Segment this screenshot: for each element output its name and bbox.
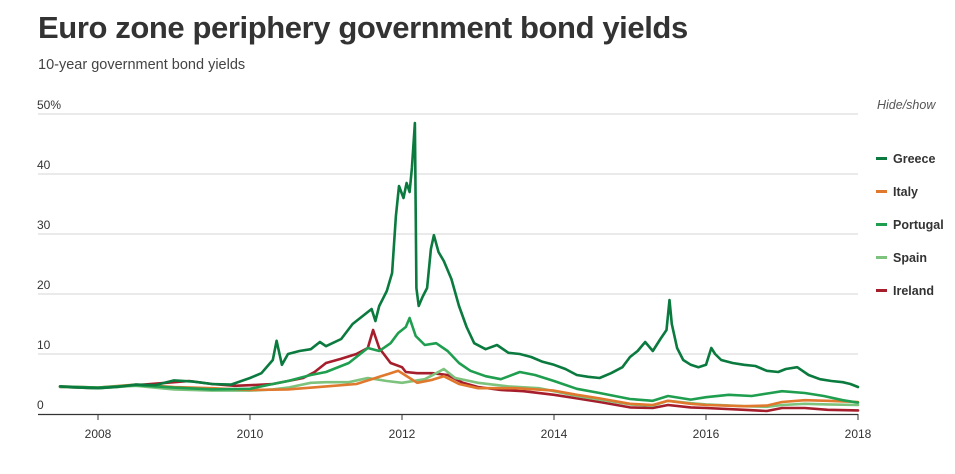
series-line-greece (58, 121, 860, 390)
y-tick-label: 10 (37, 338, 51, 352)
legend-label-greece: Greece (893, 151, 936, 166)
legend-item-portugal[interactable]: Portugal (876, 208, 944, 241)
series-line-italy (58, 369, 860, 408)
legend-label-ireland: Ireland (893, 283, 934, 298)
series-line-portugal (58, 316, 860, 404)
gridlines (38, 113, 858, 355)
y-tick-label: 40 (37, 158, 51, 172)
series-lines (58, 121, 860, 413)
legend-item-greece[interactable]: Greece (876, 142, 944, 175)
chart-title: Euro zone periphery government bond yiel… (38, 10, 688, 45)
legend-label-spain: Spain (893, 250, 928, 265)
x-axis: 2008 2010 2012 2014 2016 2018 (38, 413, 872, 441)
legend-toggle-label: Hide/show (877, 98, 936, 112)
legend-swatch-ireland (876, 289, 887, 292)
legend-item-ireland[interactable]: Ireland (876, 274, 944, 307)
legend-item-spain[interactable]: Spain (876, 241, 944, 274)
x-tick-label: 2008 (85, 427, 112, 441)
legend-swatch-portugal (876, 223, 887, 226)
legend-label-italy: Italy (893, 184, 919, 199)
legend-swatch-spain (876, 256, 887, 259)
x-tick-label: 2016 (693, 427, 720, 441)
x-tick-label: 2010 (237, 427, 264, 441)
x-tick-label: 2014 (541, 427, 568, 441)
x-tick-label: 2012 (389, 427, 416, 441)
legend: Greece Italy Portugal Spain Ireland (876, 142, 944, 307)
y-tick-label: 0 (37, 398, 44, 412)
series-line-ireland (58, 328, 860, 413)
y-axis: 0 10 20 30 40 50% (37, 98, 61, 412)
chart-subtitle: 10-year government bond yields (38, 57, 246, 73)
legend-label-portugal: Portugal (893, 217, 944, 232)
y-tick-label: 30 (37, 218, 51, 232)
y-tick-label: 20 (37, 278, 51, 292)
x-tick-label: 2018 (845, 427, 872, 441)
legend-item-italy[interactable]: Italy (876, 175, 944, 208)
legend-swatch-greece (876, 157, 887, 160)
y-tick-label: 50% (37, 98, 61, 112)
legend-swatch-italy (876, 190, 887, 193)
